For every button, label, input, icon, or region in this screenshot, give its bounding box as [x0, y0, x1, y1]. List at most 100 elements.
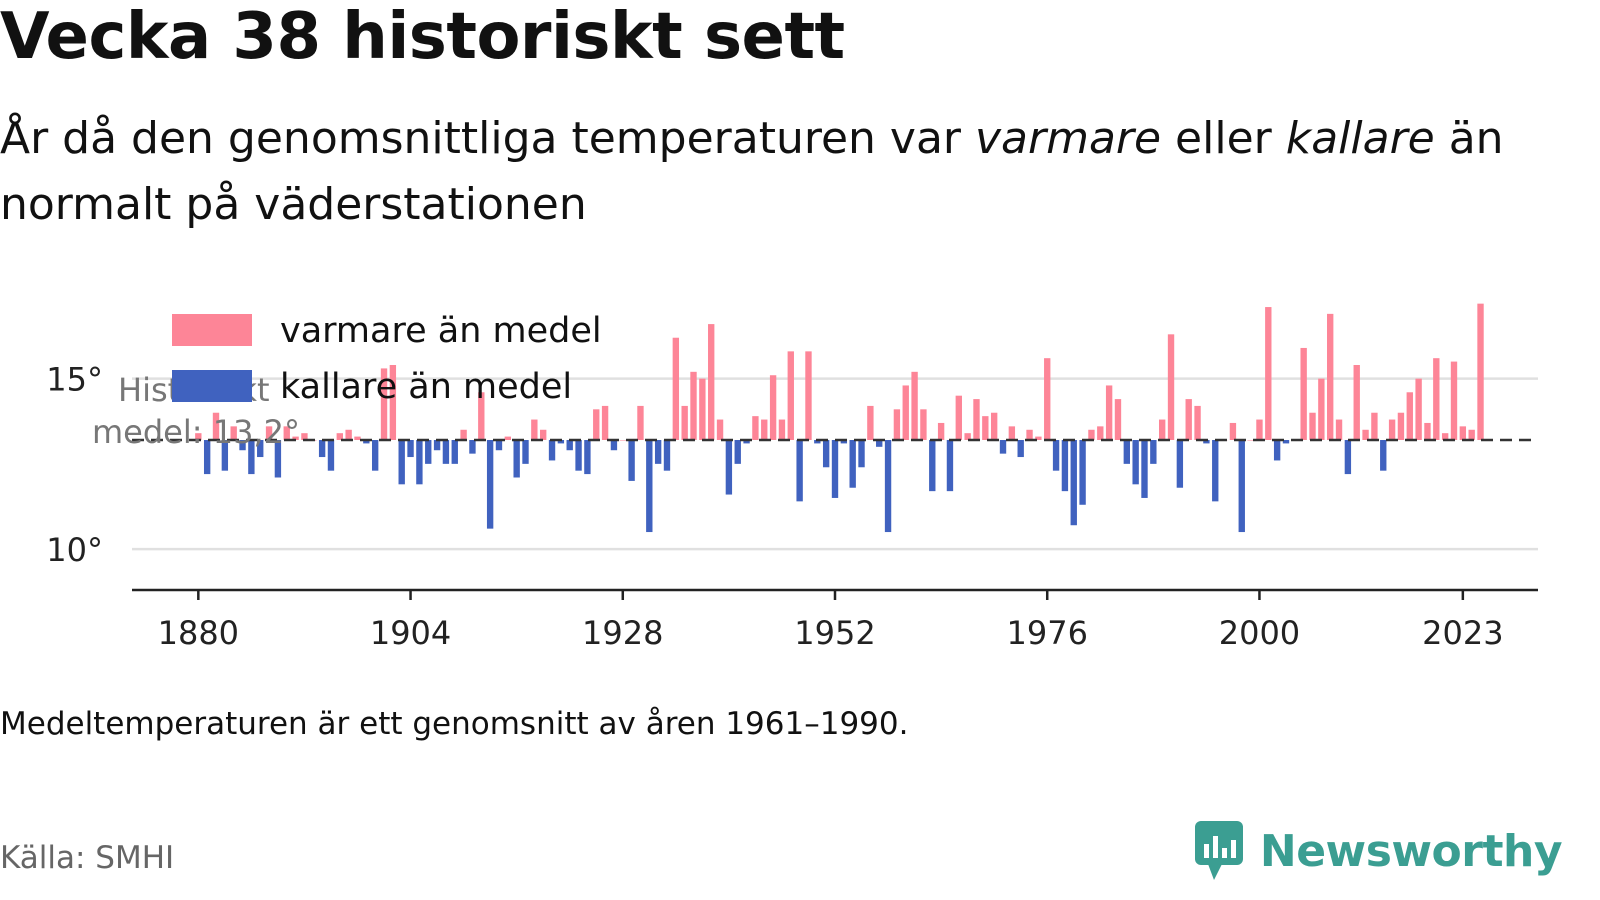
- bar: [1273, 440, 1281, 461]
- bar: [1159, 419, 1166, 440]
- bar: [734, 440, 741, 464]
- bar: [212, 412, 220, 440]
- bar: [389, 365, 397, 440]
- bar: [1335, 419, 1343, 440]
- bar: [1035, 436, 1042, 440]
- bar: [1468, 429, 1475, 440]
- bar: [964, 433, 971, 440]
- bar: [849, 440, 856, 488]
- bar: [672, 337, 680, 440]
- bar: [761, 419, 768, 440]
- bar: [195, 433, 202, 440]
- bar: [610, 440, 618, 451]
- bar: [469, 440, 476, 454]
- bar: [504, 436, 511, 440]
- bar: [743, 440, 750, 444]
- bar: [911, 371, 918, 440]
- page-subtitle: År då den genomsnittliga temperaturen va…: [0, 106, 1540, 238]
- subtitle-colder: kallare: [1285, 113, 1435, 164]
- bar: [1415, 378, 1422, 440]
- footnote: Medeltemperaturen är ett genomsnitt av å…: [0, 706, 909, 742]
- bar: [380, 368, 388, 440]
- bar: [1309, 412, 1316, 440]
- bar: [1114, 399, 1122, 440]
- bar: [1441, 433, 1449, 440]
- bar: [805, 351, 812, 440]
- bar: [425, 440, 432, 464]
- bar: [1300, 347, 1307, 440]
- temperature-bar-chart: 1880 1904 1928 1952 1976 2000 2023 10° 15° Hist…: [46, 303, 1538, 652]
- bar: [371, 440, 379, 471]
- bar: [752, 416, 759, 440]
- source-credit: Källa: SMHI: [0, 840, 175, 876]
- bar: [1105, 385, 1113, 440]
- bar: [1380, 440, 1387, 471]
- bar: [699, 378, 706, 440]
- bar: [628, 440, 635, 481]
- bar: [354, 436, 361, 440]
- bar: [690, 371, 697, 440]
- bar: [1185, 399, 1192, 440]
- bar: [1088, 429, 1095, 440]
- bar: [1459, 426, 1467, 440]
- bar: [884, 440, 892, 533]
- subtitle-part1: År då den genomsnittliga temperaturen va…: [0, 113, 975, 164]
- bar: [557, 440, 565, 444]
- bar: [1256, 419, 1263, 440]
- bar: [460, 429, 467, 440]
- x-axis: 1880 1904 1928 1952 1976 2000 2023: [158, 590, 1504, 652]
- bar: [433, 440, 441, 451]
- bar: [1388, 419, 1396, 440]
- bar: [203, 440, 211, 475]
- bar: [495, 440, 503, 451]
- bar: [1194, 405, 1201, 440]
- bar: [1044, 358, 1051, 440]
- bar: [902, 385, 909, 440]
- bar: [274, 440, 282, 478]
- bar: [787, 351, 794, 440]
- bar: [575, 440, 582, 471]
- bar: [548, 440, 556, 461]
- bar: [1450, 361, 1458, 440]
- legend-swatch-cold: [172, 370, 252, 402]
- bar: [637, 405, 644, 440]
- bar: [1167, 334, 1175, 440]
- bar: [1406, 392, 1413, 440]
- subtitle-warmer: varmare: [974, 113, 1162, 164]
- newsworthy-logo-icon: [1194, 821, 1243, 880]
- brand-name: Newsworthy: [1259, 825, 1563, 877]
- bar: [946, 440, 954, 492]
- bar: [725, 440, 733, 495]
- x-tick-label: 2023: [1422, 614, 1503, 652]
- bar: [1150, 440, 1157, 464]
- subtitle-part3: än normalt på väderstationen: [0, 113, 1504, 230]
- bar: [1176, 440, 1184, 488]
- bar: [301, 433, 308, 440]
- bar: [522, 440, 529, 464]
- bar: [1132, 440, 1139, 485]
- bar: [318, 440, 326, 458]
- bar: [876, 440, 883, 447]
- bar: [831, 440, 839, 498]
- page-title: Vecka 38 historiskt sett: [0, 0, 845, 74]
- bar: [283, 426, 290, 440]
- bar: [221, 440, 229, 471]
- bar: [239, 440, 246, 451]
- bar: [1433, 358, 1440, 440]
- bar: [999, 440, 1007, 454]
- bar: [840, 440, 848, 444]
- bar: [663, 440, 671, 471]
- bar: [778, 419, 786, 440]
- bar: [1212, 440, 1219, 502]
- bar: [1203, 440, 1210, 444]
- bar: [619, 440, 626, 441]
- bar: [1397, 412, 1405, 440]
- bar: [982, 416, 989, 440]
- bar: [920, 409, 927, 440]
- bar: [593, 409, 600, 440]
- bar: [513, 440, 520, 478]
- x-tick-label: 2000: [1219, 614, 1300, 652]
- legend: varmare än medel kallare än medel: [172, 311, 602, 407]
- bar: [708, 324, 715, 440]
- bar: [601, 405, 609, 440]
